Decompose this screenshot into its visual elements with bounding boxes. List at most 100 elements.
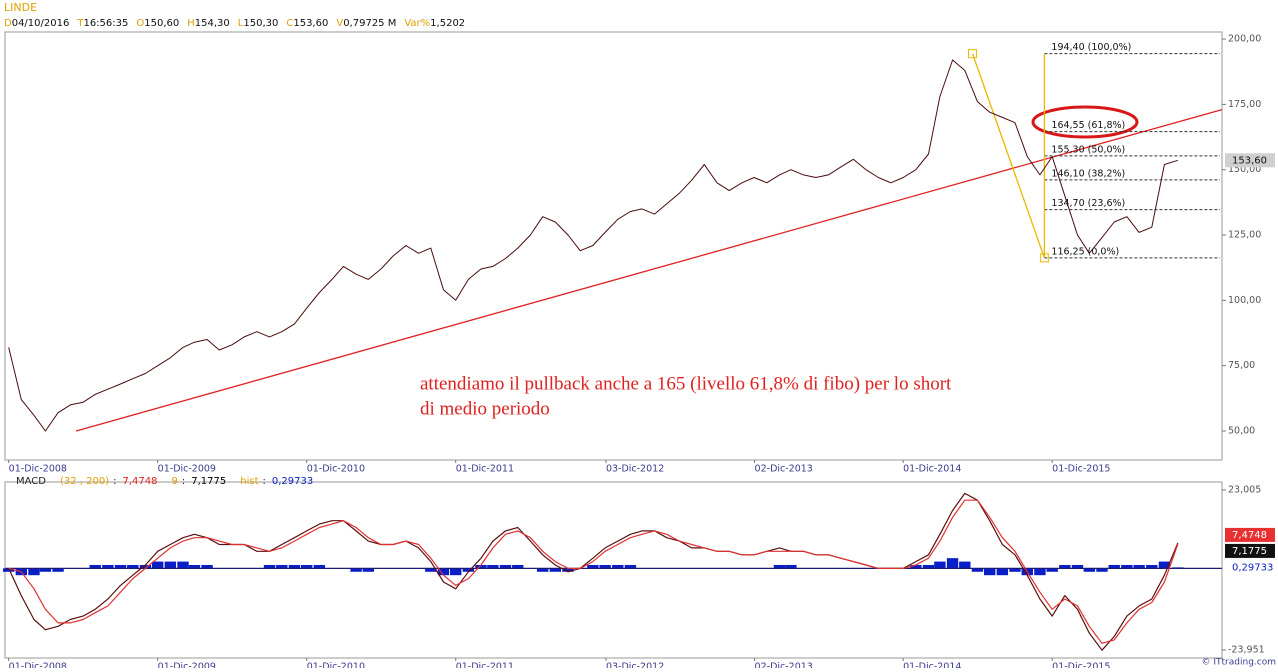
hist-bar: [1158, 561, 1171, 569]
legend-name: 9: [172, 476, 178, 487]
legend-name: hist: [240, 476, 258, 487]
x-tick-label: 01-Dic-2008: [9, 662, 67, 669]
fib-label: 116,25 (0,0%): [1051, 246, 1119, 257]
field-value: 04/10/2016: [12, 18, 70, 29]
hist-bar: [450, 568, 462, 576]
x-tick-label: 01-Dic-2011: [456, 662, 514, 669]
hist-bar: [1146, 564, 1158, 569]
field-value: 150,30: [243, 18, 278, 29]
last-value-box: [1225, 543, 1275, 558]
last-value-label: 7,4748: [1232, 530, 1267, 541]
field-key: Var%: [404, 18, 430, 29]
field-key: L: [238, 18, 244, 29]
hist-bar: [39, 568, 52, 572]
hist-bar: [996, 568, 1009, 576]
hist-bar: [910, 564, 922, 569]
hist-bar: [984, 568, 996, 576]
x-tick-label: 01-Dic-2014: [903, 464, 961, 475]
hist-bar: [350, 568, 362, 572]
x-tick-label: 01-Dic-2015: [1052, 464, 1110, 475]
instrument-title: LINDE: [4, 1, 37, 14]
hist-bar: [139, 564, 152, 569]
x-tick-label: 01-Dic-2008: [9, 464, 67, 475]
field-value: 16:56:35: [83, 18, 128, 29]
field-value: 0,79725 M: [343, 18, 396, 29]
hist-bar: [52, 568, 64, 572]
hist-bar: [549, 568, 562, 572]
y-tick-label: 150,00: [1228, 164, 1261, 175]
hist-bar: [1096, 568, 1108, 572]
y-tick-label: 100,00: [1228, 295, 1261, 306]
y-tick-label: 50,00: [1228, 425, 1255, 436]
field-value: 153,60: [293, 18, 328, 29]
hist-bar: [89, 564, 101, 569]
legend-sep: :: [182, 476, 185, 487]
macd-line: [8, 492, 1179, 651]
hist-bar: [288, 564, 301, 569]
fib-label: 134,70 (23,6%): [1051, 198, 1125, 209]
x-tick-label: 01-Dic-2011: [456, 464, 514, 475]
hist-bar: [536, 568, 549, 572]
hist-bar: [1133, 564, 1145, 569]
x-tick-label: 02-Dic-2013: [755, 464, 813, 475]
hist-bar: [562, 568, 574, 572]
field-value: 154,30: [195, 18, 230, 29]
fib-label: 164,55 (61,8%): [1051, 120, 1125, 131]
hist-bar: [301, 564, 313, 569]
hist-bar: [1108, 564, 1120, 569]
hist-bar: [1121, 564, 1133, 569]
hist-bar: [934, 561, 946, 569]
field-key: O: [136, 18, 144, 29]
hist-bar: [1071, 564, 1084, 569]
hist-bar: [151, 561, 164, 569]
y-tick-label: 75,00: [1228, 360, 1255, 371]
x-tick-label: 01-Dic-2010: [307, 662, 365, 669]
y-tick-label: 175,00: [1228, 99, 1261, 110]
last-price-box: [1225, 153, 1275, 168]
field-value: 1,5202: [430, 18, 465, 29]
annotation: di medio periodo: [420, 398, 550, 419]
hist-bar: [959, 561, 971, 569]
hist-bar: [114, 564, 127, 569]
hist-bar: [28, 568, 40, 576]
last-value-label: 7,1775: [1232, 546, 1267, 557]
field-key: H: [187, 18, 195, 29]
legend-value: 0,29733: [272, 476, 313, 487]
hist-bar: [971, 568, 984, 572]
fib-diagonal: [971, 53, 1046, 259]
x-tick-label: 03-Dic-2012: [606, 464, 664, 475]
macd-title: MACD: [16, 476, 46, 487]
field-key: C: [286, 18, 293, 29]
macd-line: [8, 499, 1179, 644]
hist-bar: [922, 564, 935, 569]
hist-bar: [487, 564, 499, 569]
hist-bar: [437, 568, 450, 576]
hist-bar: [1046, 568, 1058, 572]
price-line: [8, 59, 1179, 432]
field-key: V: [336, 18, 343, 29]
x-tick-label: 01-Dic-2014: [903, 662, 961, 669]
hist-bar: [177, 561, 189, 569]
hist-bar: [1083, 568, 1096, 572]
field-key: D: [4, 18, 12, 29]
highlight-ellipse: [1031, 105, 1139, 139]
y-tick-label: 23,005: [1228, 484, 1261, 495]
fib-handle: [968, 49, 978, 59]
x-tick-label: 01-Dic-2010: [307, 464, 365, 475]
last-value-label: 0,29733: [1232, 562, 1273, 573]
annotation: attendiamo il pullback anche a 165 (live…: [420, 373, 952, 394]
fib-label: 146,10 (38,2%): [1051, 168, 1125, 179]
price-panel: [4, 31, 1223, 461]
x-tick-label: 03-Dic-2012: [606, 662, 664, 669]
hist-bar: [599, 564, 611, 569]
hist-bar: [127, 564, 139, 569]
hist-bar: [1009, 568, 1021, 572]
y-tick-label: 200,00: [1228, 34, 1261, 45]
hist-bar: [785, 564, 797, 569]
hist-bar: [102, 564, 114, 569]
macd-header: MACD (32 , 200):7,4748 9:7,1775 hist:0,2973…: [16, 476, 313, 487]
fib-label: 155,30 (50,0%): [1051, 144, 1125, 155]
hist-bar: [773, 564, 786, 569]
last-value-box: [1225, 527, 1275, 542]
